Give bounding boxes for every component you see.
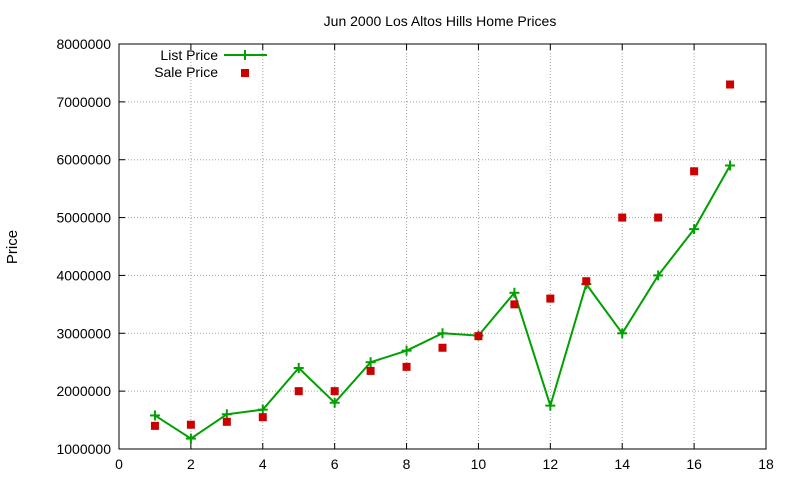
x-tick-label: 14: [614, 456, 630, 472]
legend-label: List Price: [160, 47, 218, 63]
data-point: [438, 343, 447, 352]
data-point: [617, 328, 628, 339]
data-point: [509, 287, 520, 298]
data-point: [653, 270, 664, 281]
legend-key: [241, 69, 249, 77]
data-point: [726, 80, 735, 89]
y-tick-label: 1000000: [56, 441, 111, 457]
y-tick-label: 7000000: [56, 94, 111, 110]
x-tick-label: 4: [259, 456, 267, 472]
data-point: [474, 332, 483, 341]
y-tick-label: 5000000: [56, 210, 111, 226]
data-point: [402, 362, 411, 371]
y-tick-label: 6000000: [56, 152, 111, 168]
series-sale-price: [150, 80, 735, 430]
data-point: [689, 224, 700, 235]
data-point: [401, 345, 412, 356]
legend-marker: [240, 50, 250, 60]
data-point: [690, 167, 699, 176]
data-point: [510, 300, 519, 309]
data-point: [618, 213, 627, 222]
y-tick-label: 2000000: [56, 383, 111, 399]
series-layer: [149, 80, 736, 444]
legend-label: Sale Price: [154, 64, 218, 80]
x-tick-label: 0: [115, 456, 123, 472]
x-tick-label: 6: [331, 456, 339, 472]
y-tick-label: 3000000: [56, 325, 111, 341]
data-point: [437, 328, 448, 339]
legend-marker: [241, 69, 249, 77]
data-point: [546, 294, 555, 303]
data-point: [185, 433, 196, 444]
data-point: [186, 420, 195, 429]
x-tick-label: 16: [686, 456, 702, 472]
x-tick-label: 18: [758, 456, 774, 472]
data-point: [222, 417, 231, 426]
x-tick-label: 12: [543, 456, 559, 472]
legend-key: [224, 50, 267, 60]
data-point: [365, 357, 376, 368]
chart-title: Jun 2000 Los Altos Hills Home Prices: [324, 13, 557, 29]
data-point: [150, 421, 159, 430]
data-point: [366, 366, 375, 375]
data-point: [545, 400, 556, 411]
x-tick-label: 2: [187, 456, 195, 472]
x-tick-label: 8: [403, 456, 411, 472]
plot-frame: [118, 43, 767, 450]
x-ticks: 0 2 4 6 8 10 12 14 16 18: [115, 44, 774, 472]
series-list-price: [149, 160, 736, 444]
data-point: [294, 387, 303, 396]
data-point: [221, 409, 232, 420]
data-point: [293, 363, 304, 373]
y-ticks: 1000000 2000000 3000000 4000000 5000000 60000…: [56, 36, 766, 457]
data-point: [582, 277, 591, 286]
data-point: [330, 387, 339, 396]
y-axis-label: Price: [4, 230, 21, 264]
data-point: [329, 397, 340, 408]
data-point: [257, 404, 268, 415]
data-point: [725, 160, 736, 171]
x-tick-label: 10: [471, 456, 487, 472]
data-point: [654, 213, 663, 222]
y-tick-label: 4000000: [56, 267, 111, 283]
data-point: [149, 410, 160, 421]
data-point: [258, 413, 267, 422]
y-tick-label: 8000000: [56, 36, 111, 52]
